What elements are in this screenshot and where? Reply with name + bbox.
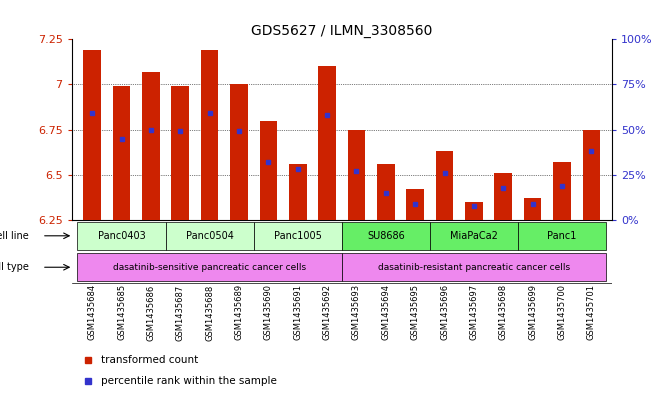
Text: dasatinib-sensitive pancreatic cancer cells: dasatinib-sensitive pancreatic cancer ce… [113, 263, 306, 272]
Text: dasatinib-resistant pancreatic cancer cells: dasatinib-resistant pancreatic cancer ce… [378, 263, 570, 272]
Text: GSM1435686: GSM1435686 [146, 285, 156, 341]
Bar [289, 164, 307, 220]
Text: GSM1435697: GSM1435697 [469, 285, 478, 340]
Text: GSM1435689: GSM1435689 [234, 285, 243, 340]
Bar [377, 164, 395, 220]
Text: GSM1435694: GSM1435694 [381, 285, 391, 340]
Text: GSM1435700: GSM1435700 [557, 285, 566, 340]
Bar [430, 222, 518, 250]
Bar [77, 222, 165, 250]
Text: GSM1435699: GSM1435699 [528, 285, 537, 340]
Text: SU8686: SU8686 [367, 231, 405, 241]
Bar [201, 50, 219, 220]
Text: GSM1435692: GSM1435692 [323, 285, 331, 340]
Bar [83, 50, 101, 220]
Text: Panc0403: Panc0403 [98, 231, 145, 241]
Text: GSM1435698: GSM1435698 [499, 285, 508, 340]
Text: Panc1: Panc1 [547, 231, 577, 241]
Text: cell type: cell type [0, 262, 29, 272]
Bar [518, 222, 606, 250]
Text: GSM1435693: GSM1435693 [352, 285, 361, 340]
Text: Panc1005: Panc1005 [274, 231, 322, 241]
Bar [342, 222, 430, 250]
Text: cell line: cell line [0, 231, 29, 241]
Title: GDS5627 / ILMN_3308560: GDS5627 / ILMN_3308560 [251, 24, 432, 38]
Text: GSM1435685: GSM1435685 [117, 285, 126, 340]
Bar [406, 189, 424, 220]
Bar [436, 151, 453, 220]
Bar [318, 66, 336, 220]
Bar [254, 222, 342, 250]
Bar [348, 130, 365, 220]
Text: GSM1435684: GSM1435684 [88, 285, 96, 340]
Text: GSM1435688: GSM1435688 [205, 285, 214, 341]
Bar [142, 72, 159, 220]
Bar [342, 253, 606, 281]
Bar [583, 130, 600, 220]
Text: GSM1435695: GSM1435695 [411, 285, 420, 340]
Bar [230, 84, 248, 220]
Text: GSM1435701: GSM1435701 [587, 285, 596, 340]
Bar [260, 121, 277, 220]
Text: GSM1435690: GSM1435690 [264, 285, 273, 340]
Bar [77, 253, 342, 281]
Bar [495, 173, 512, 220]
Text: percentile rank within the sample: percentile rank within the sample [102, 376, 277, 386]
Bar [553, 162, 571, 220]
Bar [465, 202, 483, 220]
Bar [524, 198, 542, 220]
Text: GSM1435696: GSM1435696 [440, 285, 449, 340]
Text: GSM1435687: GSM1435687 [176, 285, 185, 341]
Text: Panc0504: Panc0504 [186, 231, 234, 241]
Bar [165, 222, 254, 250]
Text: transformed count: transformed count [102, 354, 199, 365]
Bar [113, 86, 130, 220]
Bar [171, 86, 189, 220]
Text: MiaPaCa2: MiaPaCa2 [450, 231, 498, 241]
Text: GSM1435691: GSM1435691 [293, 285, 302, 340]
